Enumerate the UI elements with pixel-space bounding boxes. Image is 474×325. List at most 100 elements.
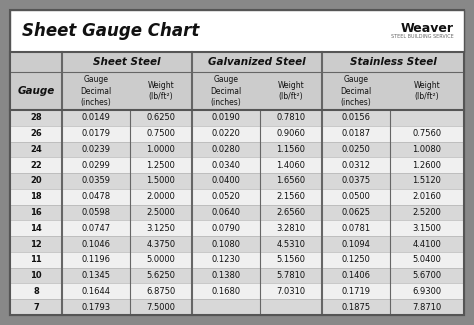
Text: 4.5310: 4.5310 (276, 240, 306, 249)
Bar (10, 52, 464, 72)
Text: 0.1793: 0.1793 (82, 303, 110, 312)
Text: 0.0478: 0.0478 (82, 192, 110, 201)
Text: 0.0187: 0.0187 (341, 129, 371, 138)
Text: 5.6250: 5.6250 (146, 271, 175, 280)
Text: 0.1406: 0.1406 (341, 271, 371, 280)
Text: Weight
(lb/ft²): Weight (lb/ft²) (414, 81, 440, 101)
Text: 26: 26 (30, 129, 42, 138)
Text: 4.3750: 4.3750 (146, 240, 175, 249)
Text: 2.1560: 2.1560 (276, 192, 306, 201)
Bar (10, 189, 464, 205)
Text: 7.0310: 7.0310 (276, 287, 306, 296)
Bar (10, 236, 464, 252)
Text: 1.5120: 1.5120 (412, 176, 441, 186)
Text: 0.1230: 0.1230 (211, 255, 240, 264)
Text: 0.1094: 0.1094 (342, 240, 371, 249)
Text: 0.1345: 0.1345 (82, 271, 110, 280)
Text: 0.9060: 0.9060 (276, 129, 306, 138)
Text: 3.2810: 3.2810 (276, 224, 306, 233)
Text: Gauge: Gauge (18, 86, 55, 96)
Text: Gauge
Decimal
(inches): Gauge Decimal (inches) (340, 75, 372, 107)
Text: 0.7560: 0.7560 (412, 129, 442, 138)
Text: 0.1046: 0.1046 (82, 240, 110, 249)
Text: 0.1196: 0.1196 (82, 255, 110, 264)
Text: 0.1644: 0.1644 (82, 287, 110, 296)
Text: 1.0080: 1.0080 (412, 145, 441, 154)
Text: 0.0156: 0.0156 (341, 113, 371, 123)
Bar (10, 283, 464, 299)
Text: 24: 24 (30, 145, 42, 154)
Bar (10, 173, 464, 189)
Text: 14: 14 (30, 224, 42, 233)
Text: 7: 7 (33, 303, 39, 312)
Text: 0.0781: 0.0781 (341, 224, 371, 233)
Text: 2.0160: 2.0160 (412, 192, 441, 201)
Text: 2.0000: 2.0000 (146, 192, 175, 201)
Text: 5.0400: 5.0400 (412, 255, 441, 264)
Text: 0.0250: 0.0250 (342, 145, 371, 154)
Bar (10, 10, 464, 52)
Text: 20: 20 (30, 176, 42, 186)
Text: 6.8750: 6.8750 (146, 287, 176, 296)
Text: 1.2500: 1.2500 (146, 161, 175, 170)
Text: 0.7500: 0.7500 (146, 129, 175, 138)
Text: 0.0625: 0.0625 (341, 208, 371, 217)
Text: Gauge
Decimal
(inches): Gauge Decimal (inches) (210, 75, 242, 107)
Text: STEEL BUILDING SERVICE: STEEL BUILDING SERVICE (391, 34, 454, 40)
Text: 2.5200: 2.5200 (412, 208, 441, 217)
Bar (10, 205, 464, 220)
Text: 18: 18 (30, 192, 42, 201)
Bar (10, 268, 464, 283)
Text: 0.0640: 0.0640 (211, 208, 240, 217)
Text: 4.4100: 4.4100 (412, 240, 441, 249)
Text: 2.5000: 2.5000 (146, 208, 175, 217)
Text: 1.4060: 1.4060 (276, 161, 306, 170)
Text: Weight
(lb/ft²): Weight (lb/ft²) (278, 81, 304, 101)
Text: 8: 8 (33, 287, 39, 296)
Text: 5.7810: 5.7810 (276, 271, 306, 280)
Text: 3.1250: 3.1250 (146, 224, 175, 233)
Text: 0.0179: 0.0179 (82, 129, 110, 138)
Text: 0.0520: 0.0520 (211, 192, 240, 201)
Bar (10, 52, 464, 315)
Text: 0.1680: 0.1680 (211, 287, 241, 296)
Bar (10, 52, 464, 110)
Text: 0.0598: 0.0598 (82, 208, 110, 217)
Bar (10, 220, 464, 236)
Text: 1.5000: 1.5000 (146, 176, 175, 186)
Text: 22: 22 (30, 161, 42, 170)
Text: 0.0359: 0.0359 (82, 176, 110, 186)
Text: 0.0747: 0.0747 (82, 224, 110, 233)
Text: 1.1560: 1.1560 (276, 145, 306, 154)
Text: 3.1500: 3.1500 (412, 224, 441, 233)
Text: 5.1560: 5.1560 (276, 255, 306, 264)
Text: 6.9300: 6.9300 (412, 287, 442, 296)
Bar (10, 126, 464, 142)
Text: 0.0280: 0.0280 (211, 145, 240, 154)
Text: 0.7810: 0.7810 (276, 113, 306, 123)
Text: 0.0149: 0.0149 (82, 113, 110, 123)
Text: 0.0220: 0.0220 (211, 129, 240, 138)
Text: 5.0000: 5.0000 (146, 255, 175, 264)
Text: Stainless Steel: Stainless Steel (350, 57, 437, 67)
Bar (10, 299, 464, 315)
Text: 7.8710: 7.8710 (412, 303, 442, 312)
Text: 0.0500: 0.0500 (342, 192, 371, 201)
Text: Galvanized Steel: Galvanized Steel (208, 57, 306, 67)
Text: 12: 12 (30, 240, 42, 249)
Text: 0.0239: 0.0239 (82, 145, 110, 154)
Text: 0.0790: 0.0790 (211, 224, 240, 233)
Text: 0.0400: 0.0400 (211, 176, 240, 186)
Text: 1.0000: 1.0000 (146, 145, 175, 154)
Bar (10, 157, 464, 173)
Text: 1.2600: 1.2600 (412, 161, 441, 170)
Bar (10, 142, 464, 157)
Text: 0.6250: 0.6250 (146, 113, 175, 123)
Text: 10: 10 (30, 271, 42, 280)
Text: 0.0340: 0.0340 (211, 161, 240, 170)
Text: 28: 28 (30, 113, 42, 123)
Text: 16: 16 (30, 208, 42, 217)
Text: 0.1875: 0.1875 (341, 303, 371, 312)
Text: Sheet Steel: Sheet Steel (93, 57, 161, 67)
Text: 0.0299: 0.0299 (82, 161, 110, 170)
